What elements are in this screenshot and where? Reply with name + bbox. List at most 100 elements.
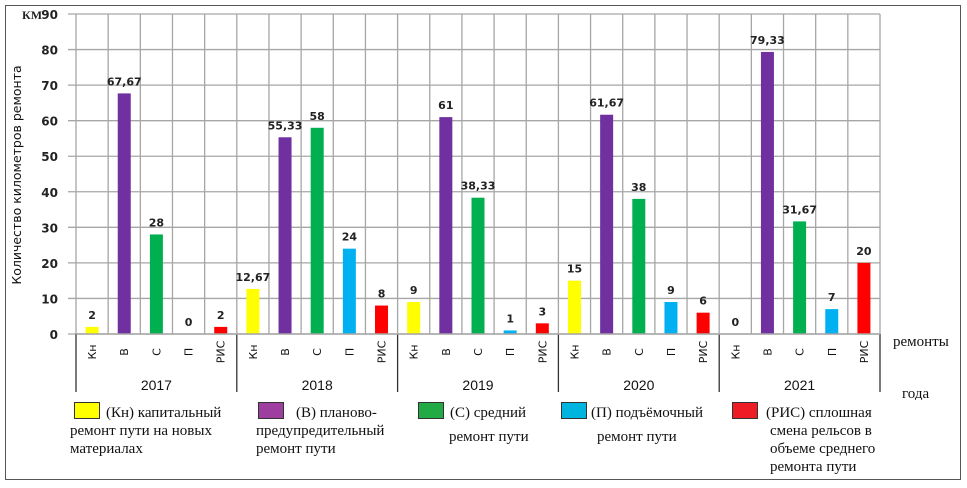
x-subcategory-label: В bbox=[279, 348, 292, 356]
y-tick-label: 10 bbox=[41, 292, 58, 306]
data-label: 58 bbox=[310, 110, 325, 123]
bar-2020-Кн bbox=[567, 280, 581, 334]
legend-text: ремонт пути bbox=[597, 429, 677, 445]
data-label: 24 bbox=[342, 231, 358, 244]
bar-2020-С bbox=[632, 198, 646, 334]
bar-2018-С bbox=[310, 127, 324, 335]
legend-swatch-v bbox=[258, 402, 284, 419]
x-subcategory-label: В bbox=[761, 348, 774, 356]
data-label: 7 bbox=[828, 291, 836, 304]
data-label: 79,33 bbox=[750, 34, 785, 47]
x-group-label: 2017 bbox=[141, 377, 172, 393]
legend-swatch-s bbox=[418, 402, 444, 419]
data-label: 0 bbox=[731, 316, 739, 329]
x-subcategory-label: РИС bbox=[536, 340, 549, 363]
x-subcategory-label: РИС bbox=[376, 340, 389, 363]
x-subcategory-label: С bbox=[794, 348, 807, 356]
x-subcategory-label: С bbox=[150, 348, 163, 356]
x-subcategory-label: П bbox=[343, 348, 356, 356]
x-group-label: 2018 bbox=[302, 377, 333, 393]
legend-swatch-ris bbox=[732, 402, 758, 419]
legend-text: материалах bbox=[70, 441, 143, 457]
x-subcategory-label: Кн bbox=[408, 344, 421, 359]
bar-2021-РИС bbox=[857, 262, 871, 334]
legend-item-kn: (Кн) капитальный ремонт пути на новых ма… bbox=[70, 402, 221, 458]
data-label: 15 bbox=[567, 263, 582, 276]
data-label: 2 bbox=[217, 309, 225, 322]
legend-swatch-kn bbox=[74, 402, 100, 419]
x-subcategory-label: РИС bbox=[858, 340, 871, 363]
x-subcategory-label: С bbox=[311, 348, 324, 356]
legend-text: предупредительный bbox=[256, 423, 385, 439]
data-label: 0 bbox=[185, 316, 193, 329]
legend-item-v: (В) планово- предупредительный ремонт пу… bbox=[256, 402, 384, 458]
x-subcategory-label: РИС bbox=[215, 340, 228, 363]
legend-swatch-p bbox=[561, 402, 587, 419]
legend-text: (В) планово- bbox=[296, 405, 377, 421]
data-label: 2 bbox=[88, 309, 96, 322]
data-label: 6 bbox=[699, 295, 707, 308]
data-label: 38 bbox=[631, 181, 646, 194]
legend-text: ремонт пути bbox=[256, 441, 336, 457]
data-label: 61,67 bbox=[589, 97, 624, 110]
x-subcategory-label: Кн bbox=[568, 344, 581, 359]
bar-2018-В bbox=[278, 137, 292, 334]
bar-2021-С bbox=[793, 221, 807, 334]
x-subcategory-label: С bbox=[633, 348, 646, 356]
y-tick-label: 30 bbox=[41, 221, 58, 235]
bar-2020-П bbox=[664, 302, 678, 334]
data-label: 67,67 bbox=[107, 75, 142, 88]
x-subcategory-label: С bbox=[472, 348, 485, 356]
bar-2017-РИС bbox=[214, 326, 228, 334]
bar-2019-П bbox=[503, 330, 517, 334]
legend-text: (С) средний bbox=[450, 405, 527, 421]
legend-text: (РИС) сплошная bbox=[766, 405, 872, 421]
bar-2018-П bbox=[342, 248, 356, 334]
x-subcategory-label: П bbox=[665, 348, 678, 356]
y-unit-label: КМ bbox=[22, 8, 42, 22]
x-subcategory-label: В bbox=[440, 348, 453, 356]
x-subcategory-label: РИС bbox=[697, 340, 710, 363]
bar-2021-П bbox=[825, 309, 839, 334]
x-subcategory-label: Кн bbox=[86, 344, 99, 359]
bar-2017-В bbox=[117, 93, 131, 334]
y-tick-label: 80 bbox=[41, 44, 58, 58]
y-tick-label: 0 bbox=[50, 328, 58, 342]
data-label: 9 bbox=[410, 284, 418, 297]
data-label: 3 bbox=[538, 305, 546, 318]
y-tick-label: 50 bbox=[41, 150, 58, 164]
x-subcategory-label: Кн bbox=[247, 344, 260, 359]
x-subcategory-label: В bbox=[118, 348, 131, 356]
bar-2017-Кн bbox=[85, 326, 99, 334]
data-label: 9 bbox=[667, 284, 675, 297]
bar-2019-РИС bbox=[535, 323, 549, 334]
data-label: 61 bbox=[438, 99, 453, 112]
y-tick-label: 20 bbox=[41, 257, 58, 271]
legend-text: ремонт пути bbox=[449, 429, 529, 445]
bar-2020-В bbox=[600, 114, 614, 335]
x-subcategory-label: П bbox=[504, 348, 517, 356]
bar-2020-РИС bbox=[696, 312, 710, 334]
legend-text: смена рельсов в bbox=[770, 423, 872, 439]
y-tick-label: 60 bbox=[41, 115, 58, 129]
legend-text: ремонта пути bbox=[770, 459, 857, 475]
y-tick-label: 90 bbox=[41, 8, 58, 22]
data-label: 38,33 bbox=[461, 180, 496, 193]
legend-text: (П) подъёмочный bbox=[591, 405, 703, 421]
legend-item-s: (С) средний ремонт пути bbox=[418, 402, 529, 446]
y-tick-label: 70 bbox=[41, 79, 58, 93]
data-label: 12,67 bbox=[235, 271, 270, 284]
legend-item-ris: (РИС) сплошная смена рельсов в объеме ср… bbox=[732, 402, 875, 476]
data-label: 55,33 bbox=[268, 119, 303, 132]
bar-2021-В bbox=[760, 51, 774, 335]
x-axis-inner-title: ремонты bbox=[893, 334, 949, 350]
legend-text: объеме среднего bbox=[770, 441, 876, 457]
bar-2019-В bbox=[439, 117, 453, 334]
data-label: 20 bbox=[856, 245, 872, 258]
y-axis-title: Количество километров ремонта bbox=[9, 65, 24, 284]
x-group-label: 2019 bbox=[462, 377, 493, 393]
x-subcategory-label: П bbox=[826, 348, 839, 356]
data-label: 1 bbox=[506, 312, 514, 325]
bar-2018-РИС bbox=[375, 305, 389, 334]
